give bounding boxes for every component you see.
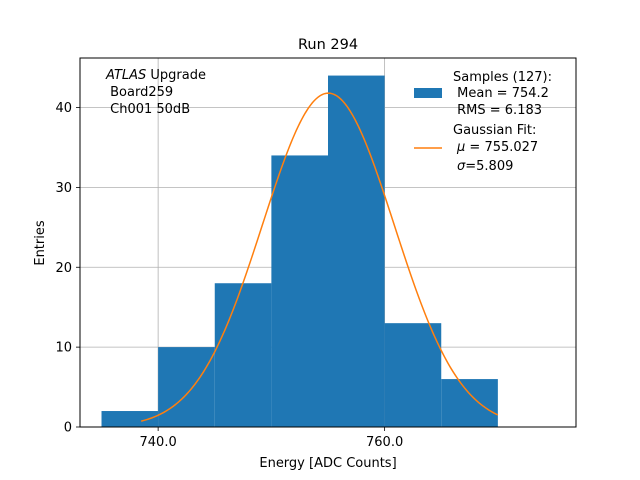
legend-samples-swatch [414,88,442,98]
annotation-board: Board259 [106,85,173,100]
histogram-bar [101,411,159,427]
histogram-bar [328,75,385,428]
legend-fit-mu: μ = 755.027 [456,140,538,155]
x-axis-ticks: 740.0 760.0 [140,427,403,450]
y-tick-label: 40 [55,101,72,116]
histogram-bar [384,323,442,427]
y-tick-label: 10 [55,341,72,356]
y-tick-label: 20 [55,261,72,276]
legend-samples-line-1: Samples (127): [453,70,552,85]
gaussian-fit-layer [140,92,499,422]
x-tick-label: 740.0 [140,435,177,450]
annotation-line-experiment: ATLAS Upgrade [105,68,206,83]
legend-fit-sigma: σ=5.809 [457,159,513,174]
y-tick-label: 0 [64,421,72,436]
legend-samples-line-2: Mean = 754.2 [453,86,549,101]
histogram-bar [214,283,272,427]
legend-mu-value: = 755.027 [465,140,538,155]
y-axis-ticks: 0 10 20 30 40 [55,101,80,436]
histogram-bar [271,155,328,427]
plot-frame [79,57,577,428]
annotation-box: ATLAS Upgrade Board259 Ch001 50dB [105,68,206,117]
annotation-experiment-suffix: Upgrade [146,68,206,83]
legend: Samples (127): Mean = 754.2 RMS = 6.183 … [414,70,552,174]
legend-sigma-symbol: σ [457,159,466,174]
y-tick-label: 30 [55,181,72,196]
chart-title: Run 294 [298,37,358,53]
legend-sigma-value: =5.809 [465,159,513,174]
gaussian-fit-curve [140,92,499,422]
legend-fit-title: Gaussian Fit: [453,123,536,138]
histogram-bars [101,75,498,428]
histogram-bar [158,347,215,427]
annotation-experiment: ATLAS [105,68,146,83]
legend-mu-symbol: μ [456,140,465,155]
x-axis-label: Energy [ADC Counts] [259,456,396,471]
histogram-bar [441,379,498,427]
legend-samples-line-3: RMS = 6.183 [453,103,542,118]
x-tick-label: 760.0 [366,435,403,450]
y-axis-label: Entries [33,220,48,266]
annotation-channel: Ch001 50dB [106,102,190,117]
